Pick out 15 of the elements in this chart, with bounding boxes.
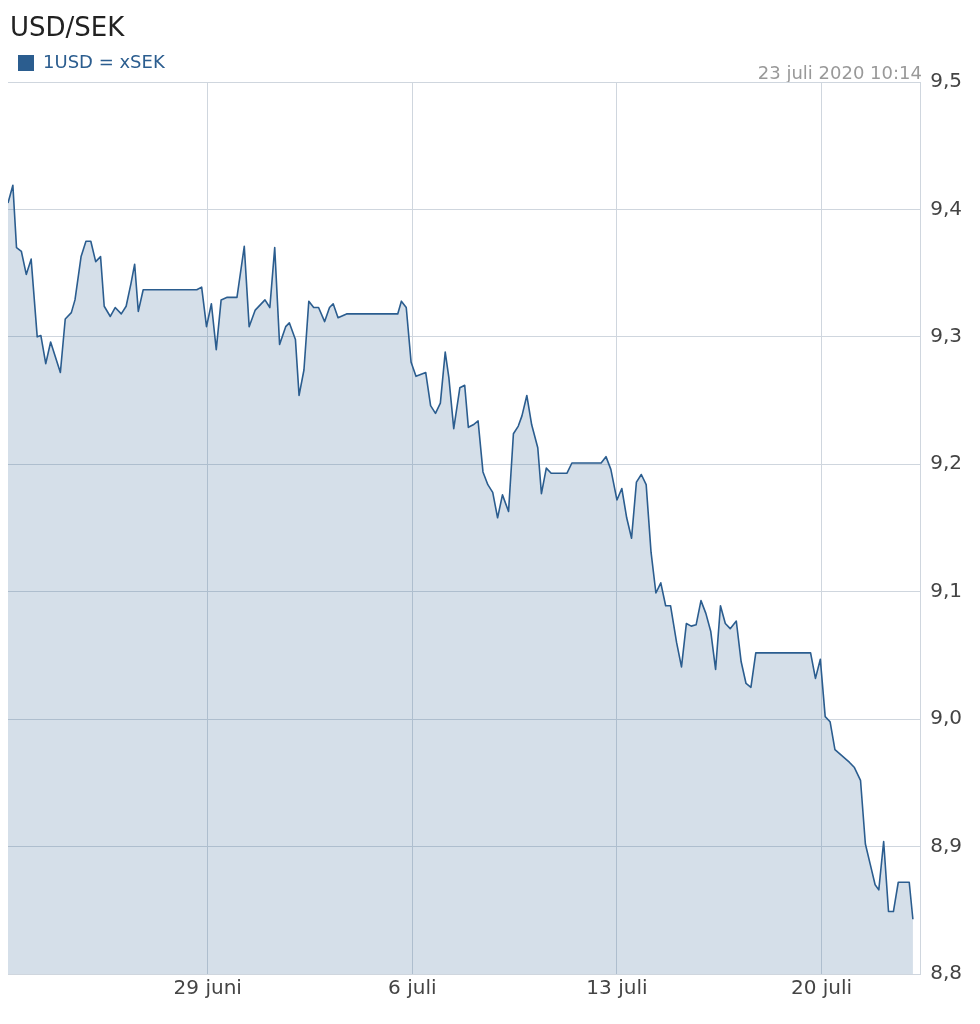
y-tick-label: 9,2 [930,450,963,475]
y-tick-label: 9,3 [930,323,963,348]
chart-title: USD/SEK [9,11,126,44]
y-tick-label: 9,5 [930,68,963,93]
x-tick-label: 20 juli [790,975,853,1000]
y-tick-label: 8,9 [930,832,963,857]
x-tick-label: 29 juni [173,975,242,1000]
x-tick-label: 13 juli [586,975,648,1000]
legend-label: 1USD = xSEK [43,50,166,72]
y-tick-label: 9,4 [930,195,963,220]
annotation: 23 juli 2020 10:14 [757,62,922,83]
y-tick-label: 8,8 [930,960,963,985]
y-tick-label: 9,0 [930,705,963,730]
y-tick-label: 9,1 [930,577,963,602]
x-tick-label: 6 juli [388,975,437,1000]
